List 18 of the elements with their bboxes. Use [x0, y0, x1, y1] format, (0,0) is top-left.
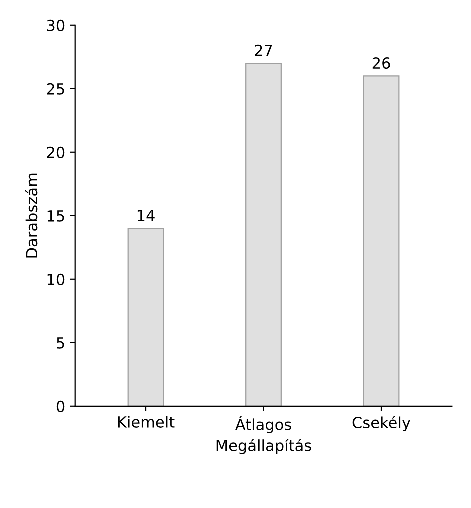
y-tick-label: 25 — [47, 83, 64, 95]
y-tick-label: 10 — [48, 274, 65, 286]
x-tick-label: Csekély — [352, 416, 411, 432]
data-label: 14 — [138, 210, 155, 222]
y-tick-label: 15 — [48, 210, 64, 222]
y-tick-label: 5 — [57, 338, 64, 349]
bar — [246, 62, 282, 406]
bar — [363, 76, 400, 406]
y-tick-label: 30 — [47, 20, 65, 32]
data-label: 26 — [372, 58, 390, 70]
x-axis-title: Megállapítás — [216, 438, 312, 454]
x-tick-label: Kiemelt — [118, 416, 175, 428]
y-axis-title: Darabszám — [25, 174, 38, 258]
y-tick-label: 20 — [47, 146, 65, 158]
y-tick-label: 0 — [56, 400, 65, 412]
bar — [128, 228, 164, 406]
x-tick-label: Átlagos — [235, 416, 292, 434]
data-label: 27 — [255, 44, 272, 56]
